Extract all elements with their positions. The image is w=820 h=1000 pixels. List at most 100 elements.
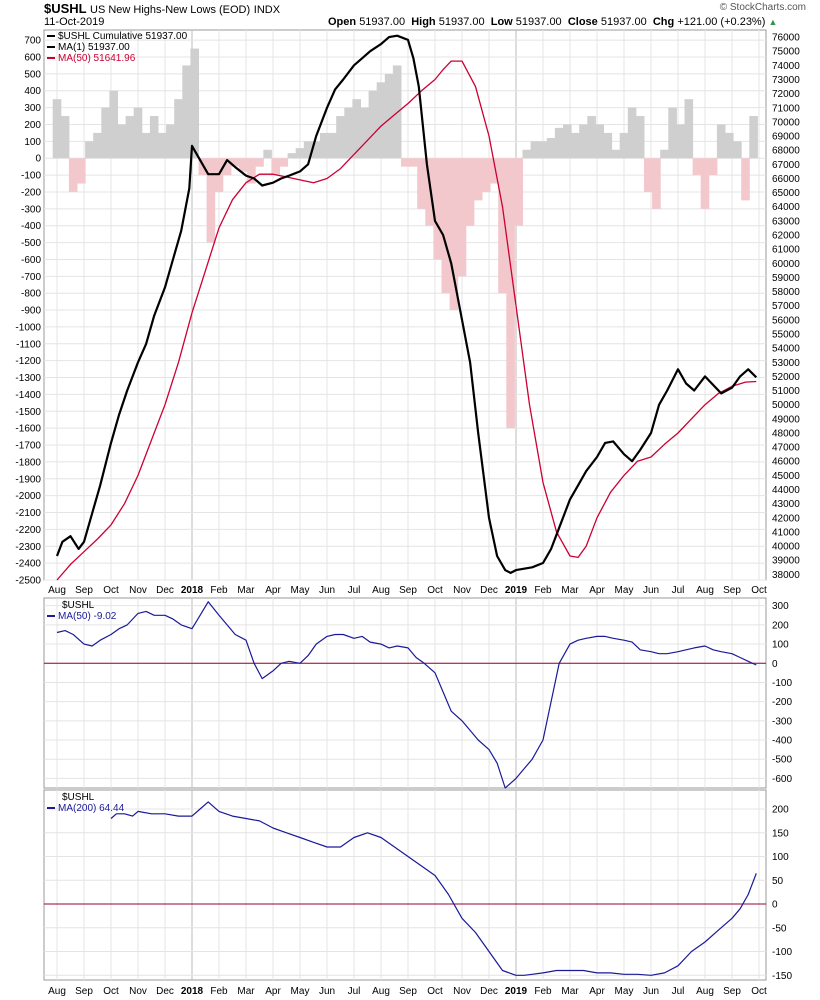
right-tick-label: 73000 — [772, 75, 800, 86]
left-tick-label: -1500 — [15, 407, 41, 418]
left-tick-label: -1800 — [15, 457, 41, 468]
nhnl-negative-bar — [222, 158, 232, 176]
right-tick-label: 42000 — [772, 513, 800, 524]
left-tick-label: 100 — [24, 137, 41, 148]
x-tick-label: Aug — [696, 585, 714, 596]
osc-tick-label: -100 — [772, 678, 792, 689]
left-tick-label: -1200 — [15, 356, 41, 367]
left-tick-label: 400 — [24, 86, 41, 97]
nhnl-positive-bar — [384, 73, 394, 159]
nhnl-negative-bar — [473, 158, 483, 201]
left-tick-label: 700 — [24, 36, 41, 47]
right-tick-label: 62000 — [772, 231, 800, 242]
osc-tick-label: -500 — [772, 755, 792, 766]
nhnl-negative-bar — [482, 158, 491, 192]
osc-tick-label: -600 — [772, 774, 792, 785]
nhnl-negative-bar — [417, 158, 426, 209]
right-tick-label: 68000 — [772, 146, 800, 157]
left-tick-label: -2100 — [15, 508, 41, 519]
high-label: High — [411, 16, 436, 28]
x-tick-label: Mar — [237, 986, 255, 997]
x-tick-label: Nov — [129, 986, 147, 997]
nhnl-positive-bar — [627, 107, 637, 159]
nhnl-positive-bar — [376, 82, 386, 159]
nhnl-positive-bar — [85, 141, 94, 159]
nhnl-positive-bar — [93, 132, 102, 159]
osc-tick-label: 100 — [772, 852, 789, 863]
right-tick-label: 39000 — [772, 556, 800, 567]
nhnl-positive-bar — [684, 99, 694, 159]
right-tick-label: 60000 — [772, 259, 800, 270]
x-tick-label: Nov — [453, 585, 471, 596]
nhnl-positive-bar — [749, 116, 758, 159]
close-label: Close — [567, 16, 598, 28]
right-tick-label: 56000 — [772, 315, 800, 326]
nhnl-negative-bar — [271, 158, 280, 176]
nhnl-negative-bar — [514, 158, 523, 226]
right-tick-label: 57000 — [772, 301, 800, 312]
nhnl-negative-bar — [279, 158, 289, 167]
nhnl-positive-bar — [52, 99, 62, 159]
x-tick-label: May — [615, 986, 634, 997]
osc-tick-label: 200 — [772, 805, 789, 816]
right-tick-label: 66000 — [772, 174, 800, 185]
nhnl-positive-bar — [60, 116, 70, 159]
nhnl-positive-bar — [352, 99, 361, 159]
right-tick-label: 47000 — [772, 443, 800, 454]
right-tick-label: 50000 — [772, 400, 800, 411]
nhnl-positive-bar — [716, 124, 726, 159]
x-tick-label: Oct — [427, 986, 443, 997]
x-tick-label: 2018 — [181, 986, 204, 997]
nhnl-positive-bar — [668, 107, 677, 159]
left-tick-label: -1100 — [16, 339, 41, 350]
nhnl-positive-bar — [190, 48, 199, 159]
x-tick-label: Jun — [643, 986, 659, 997]
nhnl-negative-bar — [708, 158, 718, 176]
left-tick-label: -1300 — [15, 373, 41, 384]
panel-frame-3 — [43, 789, 767, 981]
legend-entry: $USHL Cumulative 51937.00 — [58, 31, 188, 42]
right-tick-label: 43000 — [772, 499, 800, 510]
right-tick-label: 69000 — [772, 132, 800, 143]
x-tick-label: Sep — [399, 585, 417, 596]
right-tick-label: 65000 — [772, 188, 800, 199]
x-tick-label: Mar — [561, 585, 579, 596]
right-tick-label: 71000 — [772, 103, 800, 114]
x-tick-label: Jun — [319, 986, 335, 997]
nhnl-positive-bar — [619, 132, 629, 159]
right-tick-label: 59000 — [772, 273, 800, 284]
left-tick-label: -600 — [21, 255, 41, 266]
left-tick-label: -1600 — [15, 424, 41, 435]
nhnl-negative-bar — [692, 158, 702, 176]
nhnl-positive-bar — [158, 132, 167, 159]
right-tick-label: 63000 — [772, 216, 800, 227]
osc-tick-label: -50 — [772, 923, 787, 934]
nhnl-negative-bar — [433, 158, 442, 260]
x-tick-label: Dec — [156, 986, 174, 997]
right-tick-label: 64000 — [772, 202, 800, 213]
right-tick-label: 46000 — [772, 457, 800, 468]
nhnl-positive-bar — [725, 132, 734, 159]
left-tick-label: -2000 — [15, 491, 41, 502]
nhnl-positive-bar — [360, 107, 370, 159]
x-tick-label: Feb — [534, 986, 552, 997]
x-tick-label: Feb — [534, 585, 552, 596]
x-tick-label: Oct — [427, 585, 443, 596]
left-tick-label: 200 — [24, 120, 41, 131]
nhnl-negative-bar — [449, 158, 459, 311]
ohlc-readout: Open 51937.00 High 51937.00 Low 51937.00… — [328, 16, 777, 28]
right-tick-label: 40000 — [772, 542, 800, 553]
nhnl-positive-bar — [149, 116, 159, 159]
x-tick-label: Oct — [103, 585, 119, 596]
x-tick-label: May — [291, 986, 310, 997]
nhnl-positive-bar — [174, 99, 183, 159]
nhnl-negative-bar — [441, 158, 451, 294]
right-tick-label: 67000 — [772, 160, 800, 171]
x-tick-label: Sep — [723, 585, 741, 596]
nhnl-negative-bar — [644, 158, 653, 192]
cumulative-line — [55, 34, 758, 575]
nhnl-negative-bar — [498, 158, 507, 294]
x-tick-label: Dec — [480, 585, 498, 596]
nhnl-positive-bar — [344, 107, 353, 159]
